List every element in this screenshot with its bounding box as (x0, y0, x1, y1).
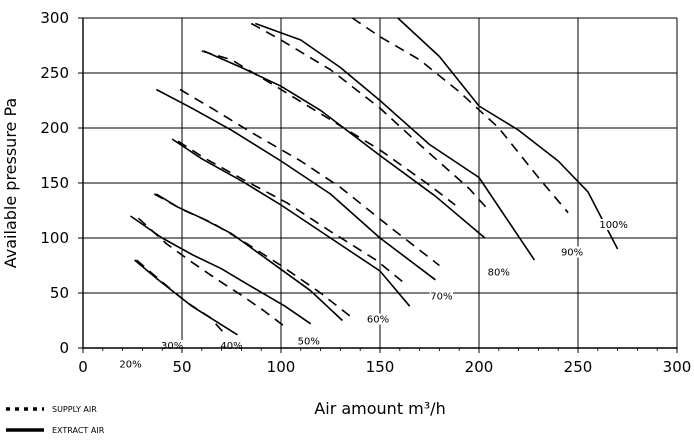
x-tick-label: 100 (267, 358, 296, 376)
curve-label: 20% (119, 360, 141, 371)
curve-label-bg (160, 340, 184, 351)
curve-label-bg (297, 335, 321, 347)
curve-labels: 20% 30% 40% 50% 60% 70% 80% 90% 100% (118, 219, 629, 371)
axis-ticks: 0 50 100 150 200 250 300 0 50 100 150 200 250 300 (40, 9, 691, 376)
curve-40pct-supply (153, 193, 355, 321)
curve-70pct-extract (203, 50, 486, 239)
legend: SUPPLY AIR EXTRACT AIR (6, 405, 105, 435)
y-tick-label: 300 (40, 9, 69, 27)
curve-label-bg (429, 290, 453, 302)
curve-label-bg (366, 313, 390, 325)
x-tick-label: 300 (663, 358, 692, 376)
curve-30pct-supply (137, 217, 288, 329)
y-tick-label: 250 (40, 64, 69, 82)
curve-100pct-extract (397, 17, 619, 250)
curve-label: 70% (430, 292, 452, 303)
y-tick-label: 0 (59, 339, 69, 357)
curve-label-bg (598, 219, 629, 230)
curve-label: 90% (561, 248, 583, 259)
curves (130, 17, 619, 336)
x-tick-label: 50 (172, 358, 191, 376)
x-tick-label: 0 (78, 358, 88, 376)
y-tick-label: 200 (40, 119, 69, 137)
curve-80pct-supply (250, 22, 490, 212)
y-tick-label: 50 (50, 284, 69, 302)
curve-label: 80% (488, 267, 510, 278)
curve-label: 40% (220, 341, 242, 352)
curve-label-bg (118, 358, 143, 370)
x-axis-title: Air amount m³/h (314, 399, 445, 418)
curve-60pct-supply (179, 88, 440, 267)
curve-label-bg (219, 340, 244, 351)
curve-90pct-supply (351, 17, 569, 214)
curve-80pct-extract (255, 22, 536, 261)
curve-label: 100% (599, 220, 628, 231)
x-tick-label: 150 (366, 358, 395, 376)
curve-60pct-extract (155, 88, 436, 281)
curve-label: 60% (367, 315, 389, 326)
x-tick-label: 250 (564, 358, 593, 376)
y-tick-label: 150 (40, 174, 69, 192)
curve-30pct-extract (130, 215, 312, 325)
curve-label-bg (487, 266, 511, 278)
curve-20pct-extract (133, 259, 238, 336)
y-tick-label: 100 (40, 229, 69, 247)
grid-lines (82, 17, 678, 349)
y-axis-title: Available pressure Pa (1, 98, 20, 268)
curve-50pct-extract (171, 138, 411, 307)
legend-extract-label: EXTRACT AIR (52, 426, 105, 435)
legend-supply-label: SUPPLY AIR (52, 405, 97, 414)
curve-label: 30% (161, 341, 183, 352)
x-tick-label: 200 (465, 358, 494, 376)
curve-50pct-supply (177, 140, 407, 285)
curve-label-bg (560, 246, 584, 258)
curve-label: 50% (298, 337, 320, 348)
curve-20pct-supply (135, 259, 227, 336)
